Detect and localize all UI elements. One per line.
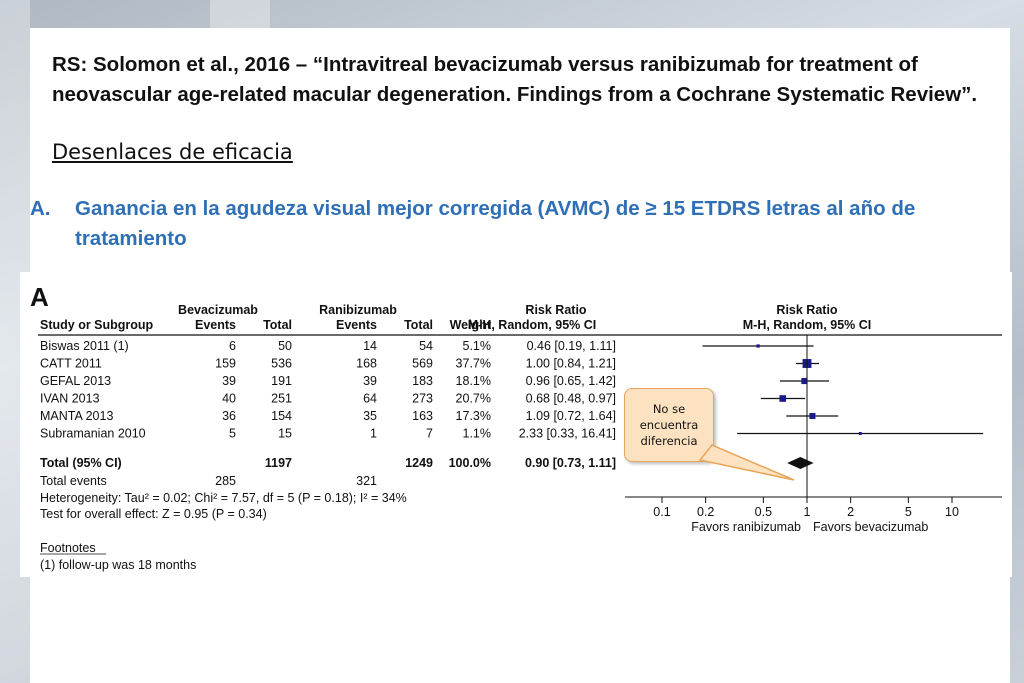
total-value: 273 — [412, 392, 433, 406]
total-events-label: Total events — [40, 474, 107, 488]
total-value: 15 — [278, 427, 292, 441]
callout-note: No se encuentra diferencia — [624, 388, 714, 462]
point-estimate-marker — [809, 412, 816, 420]
bullet-text: Ganancia en la agudeza visual mejor corr… — [75, 197, 916, 250]
group-header-bevacizumab: Bevacizumab — [178, 303, 258, 317]
study-name: CATT 2011 — [40, 357, 102, 371]
x-tick-label: 1 — [804, 505, 811, 519]
weight-value: 17.3% — [456, 409, 491, 423]
x-tick-label: 0.2 — [697, 505, 714, 519]
bullet-marker: A. — [30, 197, 51, 220]
weight-value: 20.7% — [456, 392, 491, 406]
events-value: 39 — [222, 374, 236, 388]
total-header-1: Total — [263, 318, 292, 332]
total-value: 154 — [271, 409, 292, 423]
events-value: 14 — [363, 339, 377, 353]
callout-text: No se encuentra diferencia — [639, 402, 699, 448]
weight-value: 5.1% — [463, 339, 492, 353]
total-value: 536 — [271, 357, 292, 371]
total-value: 183 — [412, 374, 433, 388]
events-value: 35 — [363, 409, 377, 423]
ci-value: 0.46 [0.19, 1.11] — [527, 339, 616, 353]
ci-value: 1.00 [0.84, 1.21] — [526, 357, 616, 371]
point-estimate-marker — [858, 432, 862, 435]
favors-right-label: Favors bevacizumab — [813, 520, 928, 534]
effect-method-header: M-H, Random, 95% CI — [468, 318, 597, 332]
forest-plot-figure: A Bevacizumab Ranibizumab Risk Ratio M-H, Ra… — [20, 272, 1012, 577]
point-estimate-marker — [779, 395, 787, 402]
total-header-2: Total — [404, 318, 433, 332]
total-value: 7 — [426, 427, 433, 441]
weight-value: 1.1% — [463, 427, 492, 441]
panel-label: A — [30, 282, 49, 312]
plot-method-header: M-H, Random, 95% CI — [743, 318, 872, 332]
events-value: 39 — [363, 374, 377, 388]
events-value: 36 — [222, 409, 236, 423]
events-value: 40 — [222, 392, 236, 406]
total-value: 163 — [412, 409, 433, 423]
ci-value: 1.09 [0.72, 1.64] — [526, 409, 616, 423]
total-value: 251 — [271, 392, 292, 406]
weight-value: 18.1% — [456, 374, 491, 388]
footnote-text: (1) follow-up was 18 months — [40, 558, 196, 572]
total-events-2: 321 — [356, 474, 377, 488]
slide-subtitle: Desenlaces de eficacia — [52, 140, 293, 164]
point-estimate-marker — [801, 377, 808, 385]
x-tick-label: 2 — [847, 505, 854, 519]
point-estimate-marker — [756, 344, 760, 348]
total-value: 54 — [419, 339, 433, 353]
events-value: 6 — [229, 339, 236, 353]
events-value: 168 — [356, 357, 377, 371]
study-name: GEFAL 2013 — [40, 374, 111, 388]
weight-header: Weight — [450, 318, 492, 332]
total-row-total-1: 1197 — [265, 456, 292, 470]
group-header-ranibizumab: Ranibizumab — [319, 303, 397, 317]
study-name: IVAN 2013 — [40, 392, 100, 406]
events-header-2: Events — [336, 318, 377, 332]
ci-value: 0.68 [0.48, 0.97] — [526, 392, 616, 406]
events-value: 64 — [363, 392, 377, 406]
weight-value: 37.7% — [456, 357, 491, 371]
slide-title: RS: Solomon et al., 2016 – “Intravitreal… — [52, 53, 978, 106]
events-value: 1 — [370, 427, 377, 441]
plot-effect-header: Risk Ratio — [776, 303, 837, 317]
favors-left-label: Favors ranibizumab — [691, 520, 801, 534]
total-value: 191 — [271, 374, 292, 388]
heterogeneity-text: Heterogeneity: Tau² = 0.02; Chi² = 7.57,… — [40, 491, 407, 505]
x-tick-label: 0.1 — [653, 505, 670, 519]
total-value: 569 — [412, 357, 433, 371]
footnotes-title: Footnotes — [40, 541, 96, 555]
study-name: Biswas 2011 (1) — [40, 339, 129, 353]
pooled-estimate-diamond — [787, 457, 814, 469]
total-row-total-2: 1249 — [405, 456, 433, 470]
study-column-header: Study or Subgroup — [40, 318, 154, 332]
overall-effect-text: Test for overall effect: Z = 0.95 (P = 0… — [40, 507, 267, 521]
total-row-label: Total (95% CI) — [40, 456, 122, 470]
ci-value: 0.96 [0.65, 1.42] — [526, 374, 616, 388]
total-value: 50 — [278, 339, 292, 353]
events-header-1: Events — [195, 318, 236, 332]
events-value: 5 — [229, 427, 236, 441]
events-value: 159 — [215, 357, 236, 371]
background-stripe — [210, 0, 270, 28]
x-tick-label: 0.5 — [755, 505, 772, 519]
total-events-1: 285 — [215, 474, 236, 488]
effect-header: Risk Ratio — [525, 303, 586, 317]
total-row-ci: 0.90 [0.73, 1.11] — [525, 456, 616, 470]
total-row-weight: 100.0% — [449, 456, 491, 470]
x-tick-label: 10 — [945, 505, 959, 519]
study-name: Subramanian 2010 — [40, 427, 146, 441]
x-tick-label: 5 — [905, 505, 912, 519]
study-name: MANTA 2013 — [40, 409, 113, 423]
ci-value: 2.33 [0.33, 16.41] — [519, 427, 616, 441]
